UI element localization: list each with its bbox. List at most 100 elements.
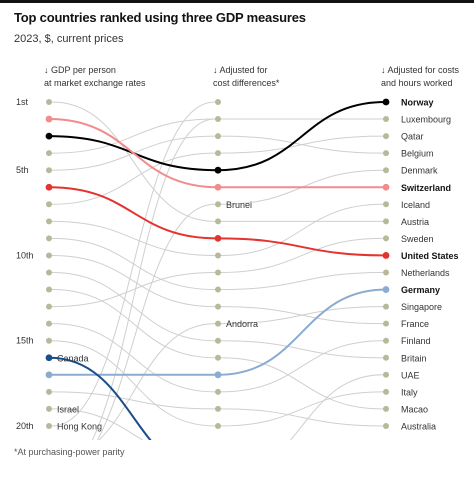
- highlighted-dots: [45, 98, 390, 379]
- right-label-denmark: Denmark: [401, 166, 438, 176]
- country-labels: Norway Luxembourg Qatar Belgium Denmark Switz…: [57, 98, 459, 432]
- right-label-italy: Italy: [401, 387, 418, 397]
- dot-switzerland: [45, 115, 53, 123]
- slope-chart: ↓ GDP per person at market exchange rates…: [16, 65, 460, 440]
- grey-link: [51, 118, 216, 154]
- rank-dot: [215, 150, 221, 157]
- rank-dot: [46, 422, 52, 429]
- rank-dot: [215, 201, 221, 208]
- rank-dot: [46, 252, 52, 259]
- grey-link: [96, 203, 216, 440]
- rank-dot: [215, 286, 221, 293]
- line-canada: [48, 356, 152, 440]
- right-label-netherlands: Netherlands: [401, 268, 450, 278]
- dot-germany: [214, 371, 222, 379]
- rank-dot: [215, 218, 221, 225]
- rank-dot: [383, 354, 389, 361]
- grey-link: [220, 357, 384, 410]
- rank-dot: [383, 116, 389, 123]
- dot-norway: [214, 166, 222, 174]
- column-header-2-line1: ↓ Adjusted for: [213, 65, 268, 75]
- right-label-belgium: Belgium: [401, 149, 434, 159]
- right-label-qatar: Qatar: [401, 132, 424, 142]
- chart-title: Top countries ranked using three GDP mea…: [14, 10, 306, 25]
- chart-subtitle: 2023, $, current prices: [14, 33, 124, 45]
- rank-dot: [46, 337, 52, 344]
- footnote: *At purchasing-power parity: [14, 447, 125, 457]
- dot-canada: [45, 354, 53, 362]
- rank-dot: [215, 303, 221, 310]
- grey-links: [51, 101, 384, 440]
- right-label-germany: Germany: [401, 285, 440, 295]
- grey-link: [51, 220, 216, 256]
- dot-germany: [382, 286, 390, 293]
- rank-dot: [383, 218, 389, 225]
- right-label-australia: Australia: [401, 421, 436, 431]
- rank-dot: [46, 218, 52, 225]
- column-header-2-line2: cost differences*: [213, 78, 280, 88]
- rank-dot: [383, 167, 389, 174]
- rank-labels: 1st 5th 10th 15th 20th: [16, 97, 34, 431]
- right-label-singapore: Singapore: [401, 302, 442, 312]
- grey-link: [220, 237, 384, 273]
- rank-dot: [383, 405, 389, 412]
- rank-dot: [383, 388, 389, 395]
- grey-link: [51, 152, 216, 205]
- rank-dot: [46, 286, 52, 293]
- dot-united-states: [45, 183, 53, 191]
- rank-dot: [215, 405, 221, 412]
- dot-united-states: [382, 252, 390, 259]
- rank-dot: [46, 320, 52, 327]
- right-label-united-states: United States: [401, 251, 459, 261]
- right-label-norway: Norway: [401, 98, 434, 108]
- rank-dot: [46, 201, 52, 208]
- dot-norway: [45, 132, 53, 140]
- rank-dot: [383, 371, 389, 378]
- rank-dot: [46, 269, 52, 276]
- right-label-austria: Austria: [401, 217, 429, 227]
- grey-link: [51, 101, 216, 427]
- rank-dot: [215, 116, 221, 123]
- rank-dot: [383, 269, 389, 276]
- right-label-iceland: Iceland: [401, 200, 430, 210]
- rank-dot: [215, 252, 221, 259]
- right-label-macao: Macao: [401, 404, 428, 414]
- column-header-3-line2: and hours worked: [381, 78, 453, 88]
- dot-germany: [45, 371, 53, 379]
- dot-united-states: [214, 235, 222, 242]
- right-label-sweden: Sweden: [401, 234, 434, 244]
- dot-switzerland: [214, 183, 222, 191]
- grey-link: [220, 340, 384, 393]
- left-label-canada: Canada: [57, 353, 89, 363]
- rank-dot: [46, 405, 52, 412]
- line-germany: [49, 288, 387, 376]
- rank-dot: [215, 422, 221, 429]
- rank-dot: [383, 303, 389, 310]
- rank-label-10: 10th: [16, 250, 34, 260]
- grey-link: [51, 254, 216, 308]
- right-label-britain: Britain: [401, 353, 427, 363]
- rank-label-15: 15th: [16, 336, 34, 346]
- grey-link: [51, 408, 144, 440]
- rank-dot: [383, 337, 389, 344]
- rank-dot: [215, 388, 221, 395]
- grey-link: [220, 306, 384, 325]
- rank-dot: [383, 201, 389, 208]
- left-label-hong-kong: Hong Kong: [57, 421, 102, 431]
- grey-link: [220, 340, 384, 359]
- grey-link: [51, 340, 216, 427]
- rank-label-20: 20th: [16, 421, 34, 431]
- rank-dot: [383, 422, 389, 429]
- right-label-luxembourg: Luxembourg: [401, 115, 451, 125]
- grey-link: [51, 272, 216, 342]
- column-header-3-line1: ↓ Adjusted for costs: [381, 65, 460, 75]
- left-label-israel: Israel: [57, 404, 79, 414]
- grey-link: [220, 391, 384, 427]
- grey-link: [51, 323, 216, 393]
- right-label-uae: UAE: [401, 370, 420, 380]
- grey-link: [220, 272, 384, 291]
- rank-dot: [383, 320, 389, 327]
- column-header-1-line1: ↓ GDP per person: [44, 65, 116, 75]
- middle-label-brunei: Brunei: [226, 200, 252, 210]
- rank-dot: [215, 269, 221, 276]
